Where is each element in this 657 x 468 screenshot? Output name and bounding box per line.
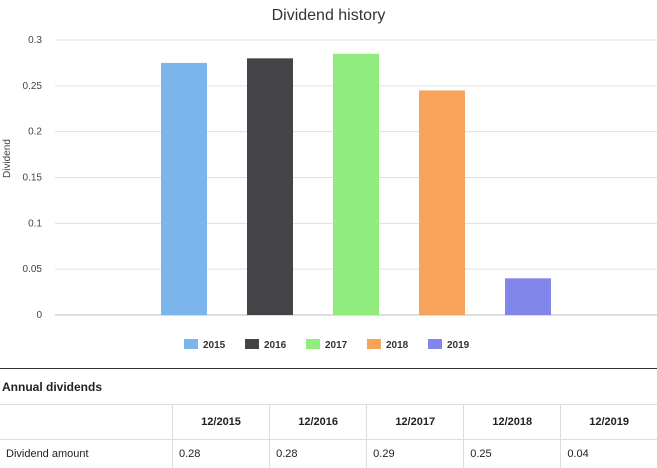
table-header-row: 12/2015 12/2016 12/2017 12/2018 12/2019 [0, 404, 657, 440]
legend-item-2016[interactable]: 2016 [245, 339, 287, 351]
y-tick-label: 0.25 [23, 81, 43, 92]
row-label: Dividend amount [0, 439, 173, 468]
y-tick-label: 0.3 [28, 35, 42, 46]
y-tick-label: 0.2 [28, 127, 42, 138]
column-header: 12/2016 [269, 404, 367, 440]
y-tick-label: 0 [36, 310, 42, 321]
annual-dividends-table: 12/2015 12/2016 12/2017 12/2018 12/2019 … [0, 404, 657, 468]
legend-label: 2015 [203, 340, 226, 351]
table-corner-cell [0, 404, 173, 440]
legend-swatch [306, 339, 320, 349]
y-tick-label: 0.05 [23, 264, 43, 275]
legend-swatch [245, 339, 259, 349]
legend-swatch [428, 339, 442, 349]
legend-item-2018[interactable]: 2018 [367, 339, 409, 351]
column-header: 12/2015 [171, 404, 270, 440]
table-cell: 0.28 [171, 439, 270, 468]
table-cell: 0.28 [269, 439, 367, 468]
bar-2017[interactable] [333, 53, 379, 315]
legend-label: 2018 [386, 340, 409, 351]
column-header: 12/2019 [560, 404, 657, 440]
bar-2016[interactable] [247, 58, 293, 315]
y-tick-label: 0.15 [23, 173, 43, 184]
legend-item-2019[interactable]: 2019 [428, 339, 470, 351]
table-cell: 0.04 [560, 439, 657, 468]
dividend-bar-chart: 0 0.05 0.1 0.15 0.2 0.25 0.3 2015 2016 2017 2018 2… [23, 35, 657, 351]
table-row: Dividend amount 0.28 0.28 0.29 0.25 0.04 [0, 439, 657, 468]
legend-item-2015[interactable]: 2015 [184, 339, 226, 351]
legend-label: 2016 [264, 340, 287, 351]
legend-swatch [184, 339, 198, 349]
y-tick-label: 0.1 [28, 218, 42, 229]
table-title: Annual dividends [2, 380, 103, 394]
bar-2018[interactable] [419, 90, 465, 316]
table-cell: 0.25 [463, 439, 561, 468]
legend-label: 2019 [447, 340, 470, 351]
legend-swatch [367, 339, 381, 349]
column-header: 12/2018 [463, 404, 561, 440]
legend-item-2017[interactable]: 2017 [306, 339, 348, 351]
bar-2015[interactable] [161, 62, 207, 315]
chart-title: Dividend history [271, 7, 386, 24]
bar-2019[interactable] [505, 278, 551, 315]
legend-label: 2017 [325, 340, 348, 351]
column-header: 12/2017 [366, 404, 464, 440]
section-divider [0, 368, 657, 369]
table-cell: 0.29 [366, 439, 464, 468]
